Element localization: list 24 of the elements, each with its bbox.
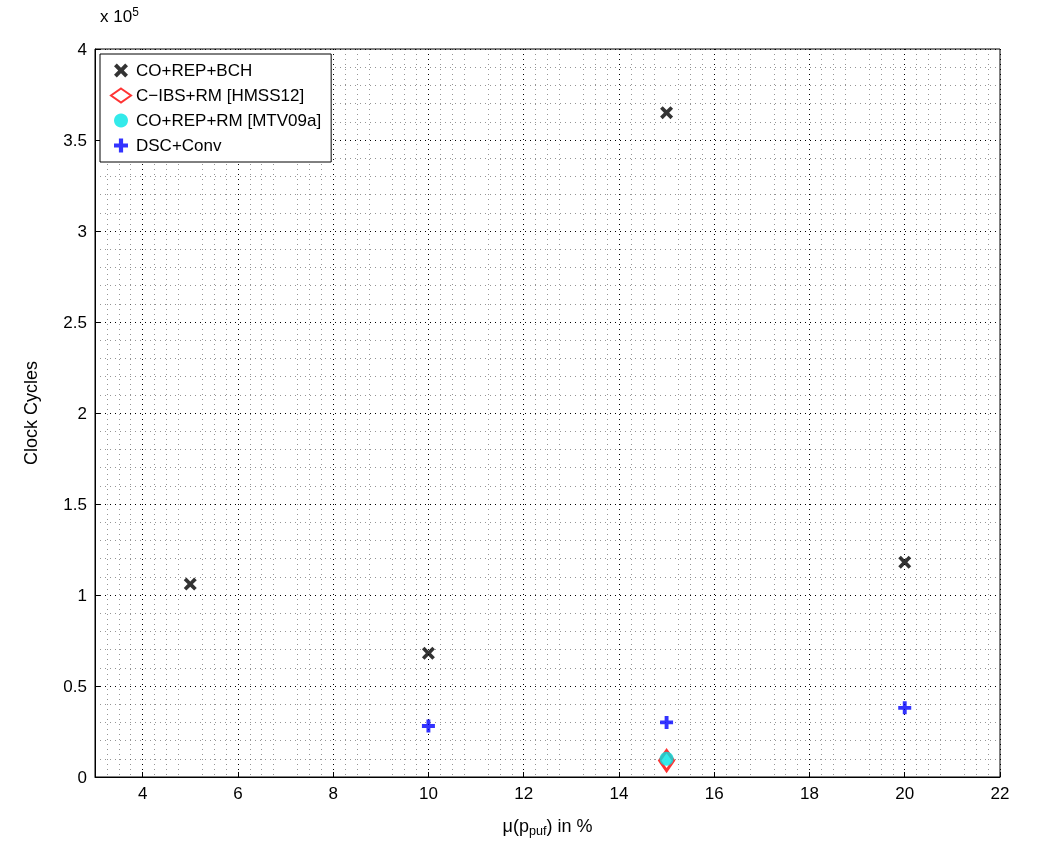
x-tick-label: 6 bbox=[233, 784, 243, 803]
y-tick-label: 2 bbox=[77, 403, 87, 423]
x-tick-label: 12 bbox=[514, 784, 534, 803]
y-tick-label: 1.5 bbox=[63, 494, 87, 514]
y-tick-label: 4 bbox=[77, 39, 87, 59]
y-tick-label: 3 bbox=[77, 221, 87, 241]
x-tick-label: 4 bbox=[137, 784, 148, 803]
legend-label: DSC+Conv bbox=[136, 136, 223, 155]
y-tick-label: 1 bbox=[77, 585, 87, 605]
y-tick-label: 0 bbox=[77, 767, 87, 787]
y-axis-title: Clock Cycles bbox=[21, 360, 41, 466]
legend-label: CO+REP+BCH bbox=[136, 61, 253, 80]
y-tick-label: 0.5 bbox=[63, 676, 87, 696]
x-tick-label: 18 bbox=[800, 784, 819, 803]
x-tick-label: 20 bbox=[895, 784, 915, 803]
y-tick-label: 3.5 bbox=[63, 130, 87, 150]
x-tick-label: 16 bbox=[704, 784, 724, 803]
y-tick-label: 2.5 bbox=[63, 312, 87, 332]
legend-label: C−IBS+RM [HMSS12] bbox=[136, 86, 305, 105]
x-tick-label: 10 bbox=[418, 784, 438, 803]
legend-label: CO+REP+RM [MTV09a] bbox=[136, 111, 322, 130]
x-tick-label: 14 bbox=[609, 784, 629, 803]
x-tick-label: 8 bbox=[328, 784, 338, 803]
x-tick-label: 22 bbox=[990, 784, 1010, 803]
